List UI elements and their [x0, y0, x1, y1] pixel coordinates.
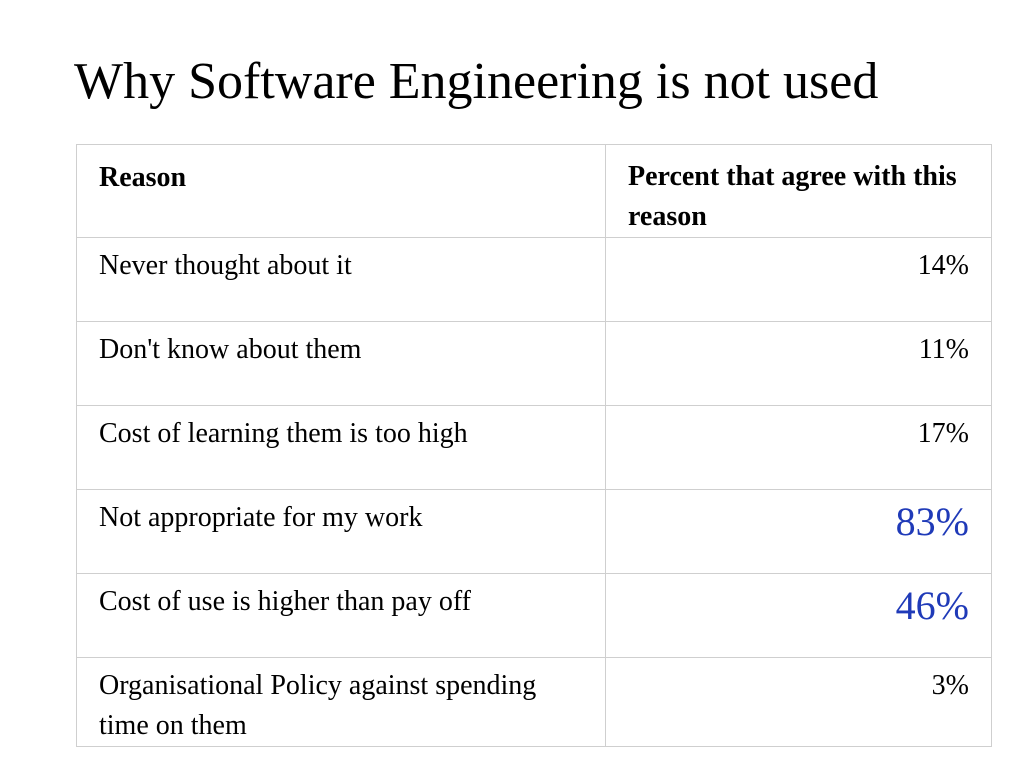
percent-cell: 11%: [605, 321, 992, 406]
reason-text: Not appropriate for my work: [99, 502, 423, 533]
percent-cell: 83%: [605, 489, 992, 574]
percent-value: 3%: [931, 670, 969, 701]
percent-cell: 46%: [605, 573, 992, 658]
header-percent-label: Percent that agree with this reason: [628, 161, 957, 232]
reason-cell: Organisational Policy against spending t…: [76, 657, 606, 747]
reason-text: Don't know about them: [99, 334, 362, 365]
table-row: Organisational Policy against spending t…: [76, 657, 992, 747]
header-reason: Reason: [76, 144, 606, 238]
table-row: Cost of use is higher than pay off 46%: [76, 573, 992, 658]
slide-title: Why Software Engineering is not used: [74, 53, 879, 110]
reason-cell: Cost of learning them is too high: [76, 405, 606, 490]
reason-text: Cost of use is higher than pay off: [99, 586, 471, 617]
table-row: Cost of learning them is too high 17%: [76, 405, 992, 490]
reason-text: Organisational Policy against spending t…: [99, 670, 537, 741]
header-percent: Percent that agree with this reason: [605, 144, 992, 238]
table-header-row: Reason Percent that agree with this reas…: [76, 144, 992, 238]
table-row: Not appropriate for my work 83%: [76, 489, 992, 574]
percent-value: 83%: [895, 499, 969, 544]
table-row: Never thought about it 14%: [76, 237, 992, 322]
percent-cell: 17%: [605, 405, 992, 490]
table-row: Don't know about them 11%: [76, 321, 992, 406]
percent-cell: 3%: [605, 657, 992, 747]
reason-cell: Cost of use is higher than pay off: [76, 573, 606, 658]
reason-text: Never thought about it: [99, 250, 352, 281]
reason-cell: Not appropriate for my work: [76, 489, 606, 574]
reason-cell: Don't know about them: [76, 321, 606, 406]
percent-value: 11%: [918, 334, 969, 365]
reason-text: Cost of learning them is too high: [99, 418, 468, 449]
percent-value: 14%: [917, 250, 969, 281]
header-reason-label: Reason: [99, 162, 187, 193]
percent-cell: 14%: [605, 237, 992, 322]
reason-cell: Never thought about it: [76, 237, 606, 322]
reasons-table: Reason Percent that agree with this reas…: [76, 144, 992, 747]
percent-value: 17%: [917, 418, 969, 449]
percent-value: 46%: [895, 583, 969, 628]
